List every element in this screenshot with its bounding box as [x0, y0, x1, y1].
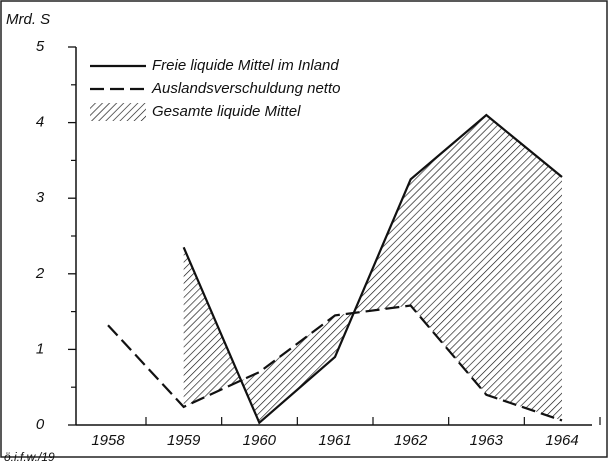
y-tick-label: 2: [35, 265, 45, 282]
legend-label: Gesamte liquide Mittel: [152, 103, 301, 120]
line-series: [182, 113, 563, 425]
x-tick-label: 1964: [545, 432, 578, 449]
x-tick-label: 1962: [394, 432, 428, 449]
y-tick-label: 3: [36, 189, 45, 206]
x-tick-label: 1961: [318, 432, 351, 449]
y-tick-label: 5: [36, 38, 45, 55]
x-tick-label: 1959: [167, 432, 201, 449]
legend-label: Freie liquide Mittel im Inland: [152, 57, 339, 74]
legend-label: Auslandsverschuldung netto: [151, 80, 340, 97]
y-axis-label: Mrd. S: [6, 11, 50, 28]
x-tick-label: 1958: [91, 432, 125, 449]
x-tick-label: 1960: [243, 432, 277, 449]
y-tick-label: 0: [36, 416, 45, 433]
line-series: [107, 304, 563, 422]
y-tick-label: 1: [36, 340, 44, 357]
y-tick-label: 4: [36, 114, 44, 131]
legend-swatch: [90, 103, 146, 121]
footnote: ö.i.f.w./19: [4, 450, 55, 464]
x-tick-label: 1963: [470, 432, 504, 449]
